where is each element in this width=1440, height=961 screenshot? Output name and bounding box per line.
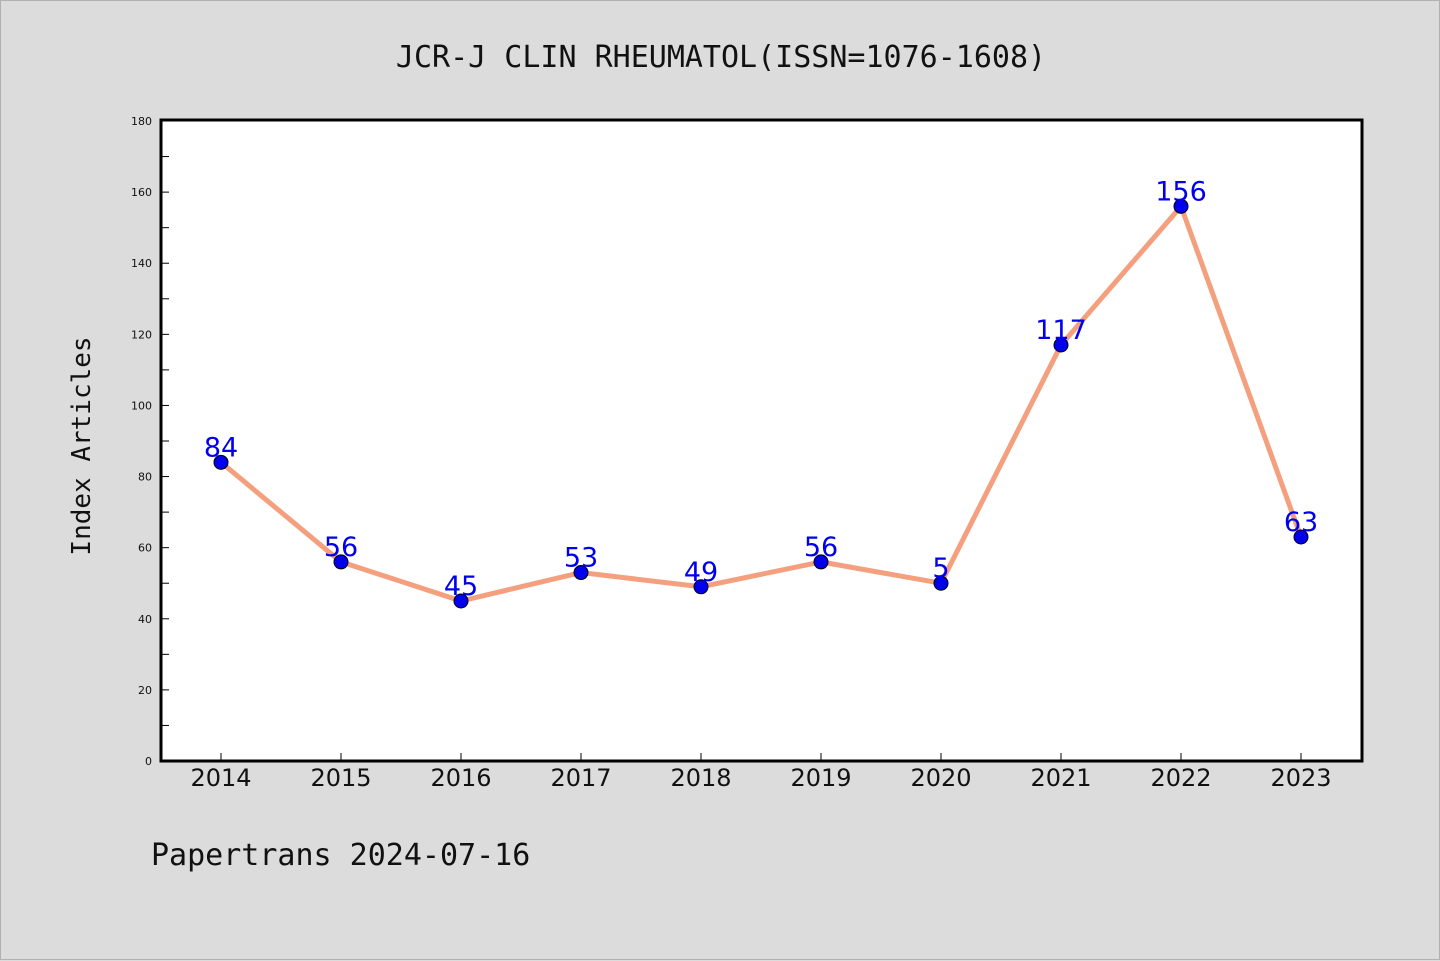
y-tick-label: 0 xyxy=(145,755,152,768)
x-tick-label: 2015 xyxy=(310,764,371,792)
data-point xyxy=(1173,198,1189,214)
series-line xyxy=(219,203,1304,604)
footer-text: Papertrans 2024-07-16 xyxy=(151,838,530,873)
y-tick-label: 140 xyxy=(131,257,152,270)
x-tick-label: 2023 xyxy=(1270,764,1331,792)
data-label: 156 xyxy=(1155,176,1207,207)
y-tick-label: 20 xyxy=(138,684,152,697)
x-tick-label: 2016 xyxy=(430,764,491,792)
x-tick-label: 2019 xyxy=(790,764,851,792)
data-label: 84 xyxy=(204,432,238,463)
data-label: 63 xyxy=(1284,507,1318,538)
y-tick-label: 180 xyxy=(131,115,152,128)
y-tick-label: 120 xyxy=(131,328,152,341)
data-label: 49 xyxy=(684,557,718,588)
x-tick-label: 2021 xyxy=(1030,764,1091,792)
x-tick-label: 2017 xyxy=(550,764,611,792)
y-axis-label: Index Articles xyxy=(67,336,97,555)
plot-area xyxy=(159,118,1364,763)
y-axis-ticks: 0 20 40 60 80 100 120 140 160 180 xyxy=(131,115,169,768)
y-tick-label: 160 xyxy=(131,186,152,199)
y-tick-label: 100 xyxy=(131,399,152,412)
y-tick-label: 60 xyxy=(138,542,152,555)
data-point xyxy=(1053,337,1069,353)
x-tick-label: 2022 xyxy=(1150,764,1211,792)
data-point xyxy=(333,554,349,570)
series-line-group xyxy=(219,203,1304,604)
data-label: 56 xyxy=(324,532,358,563)
data-point xyxy=(933,575,949,591)
data-labels: 84 56 45 53 49 56 5 117 156 63 xyxy=(204,176,1318,602)
x-tick-label: 2020 xyxy=(910,764,971,792)
data-point xyxy=(453,593,469,609)
data-label: 117 xyxy=(1035,315,1087,346)
x-tick-label: 2014 xyxy=(190,764,251,792)
data-point xyxy=(213,454,229,470)
y-tick-label: 40 xyxy=(138,613,152,626)
chart-title: JCR-J CLIN RHEUMATOL(ISSN=1076-1608) xyxy=(396,40,1046,75)
series-markers xyxy=(213,198,1309,609)
data-label: 45 xyxy=(444,571,478,602)
data-point xyxy=(693,579,709,595)
x-axis-ticks: 2014 2015 2016 2017 2018 2019 2020 2021 2022 2023 xyxy=(190,753,1332,792)
y-tick-label: 80 xyxy=(138,471,152,484)
data-label: 53 xyxy=(564,543,598,574)
data-point xyxy=(813,554,829,570)
data-point xyxy=(573,565,589,581)
data-label: 56 xyxy=(804,532,838,563)
data-label: 5 xyxy=(932,553,949,584)
x-tick-label: 2018 xyxy=(670,764,731,792)
data-point xyxy=(1293,529,1309,545)
